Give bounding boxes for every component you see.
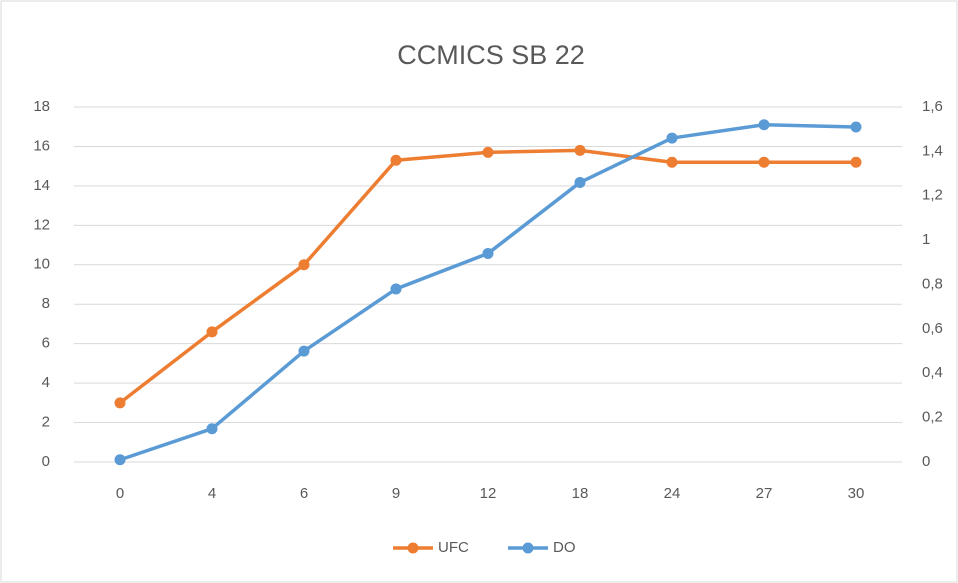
y-tick-label: 10	[33, 256, 50, 273]
y2-tick-label: 0,8	[922, 275, 943, 292]
data-point	[850, 121, 862, 133]
x-tick-label: 24	[664, 485, 681, 502]
data-point	[758, 119, 770, 131]
data-point	[482, 247, 494, 259]
x-tick-label: 18	[572, 485, 589, 502]
data-point	[114, 397, 126, 409]
data-point	[206, 326, 218, 338]
y2-tick-label: 0,2	[922, 409, 943, 426]
y2-tick-label: 1,2	[922, 187, 943, 204]
x-tick-label: 0	[116, 485, 124, 502]
y-tick-label: 6	[42, 335, 50, 352]
y-tick-label: 14	[33, 177, 50, 194]
y-tick-label: 0	[42, 453, 50, 470]
y2-tick-label: 0	[922, 453, 930, 470]
legend-marker	[407, 542, 419, 554]
x-tick-label: 4	[208, 485, 216, 502]
x-tick-label: 6	[300, 485, 308, 502]
x-tick-label: 12	[480, 485, 497, 502]
data-point	[850, 156, 862, 168]
legend-marker	[522, 542, 534, 554]
data-point	[574, 144, 586, 156]
data-point	[666, 156, 678, 168]
data-point	[574, 176, 586, 188]
y-tick-label: 4	[42, 374, 50, 391]
x-tick-label: 30	[848, 485, 865, 502]
data-point	[666, 132, 678, 144]
y-tick-label: 2	[42, 414, 50, 431]
data-point	[758, 156, 770, 168]
data-point	[390, 154, 402, 166]
y2-tick-label: 0,6	[922, 320, 943, 337]
y-tick-label: 8	[42, 295, 50, 312]
data-point	[390, 283, 402, 295]
y-tick-label: 18	[33, 98, 50, 115]
x-tick-label: 9	[392, 485, 400, 502]
data-point	[114, 454, 126, 466]
x-tick-label: 27	[756, 485, 773, 502]
data-point	[482, 146, 494, 158]
chart-title: CCMICS SB 22	[397, 40, 585, 70]
data-point	[298, 259, 310, 271]
data-point	[298, 345, 310, 357]
legend-label: DO	[553, 539, 576, 556]
y2-tick-label: 1,4	[922, 142, 943, 159]
y2-tick-label: 1	[922, 231, 930, 248]
y-tick-label: 16	[33, 137, 50, 154]
y-tick-label: 12	[33, 216, 50, 233]
y2-tick-label: 0,4	[922, 364, 943, 381]
y2-tick-label: 1,6	[922, 98, 943, 115]
data-point	[206, 423, 218, 435]
legend-label: UFC	[438, 539, 469, 556]
